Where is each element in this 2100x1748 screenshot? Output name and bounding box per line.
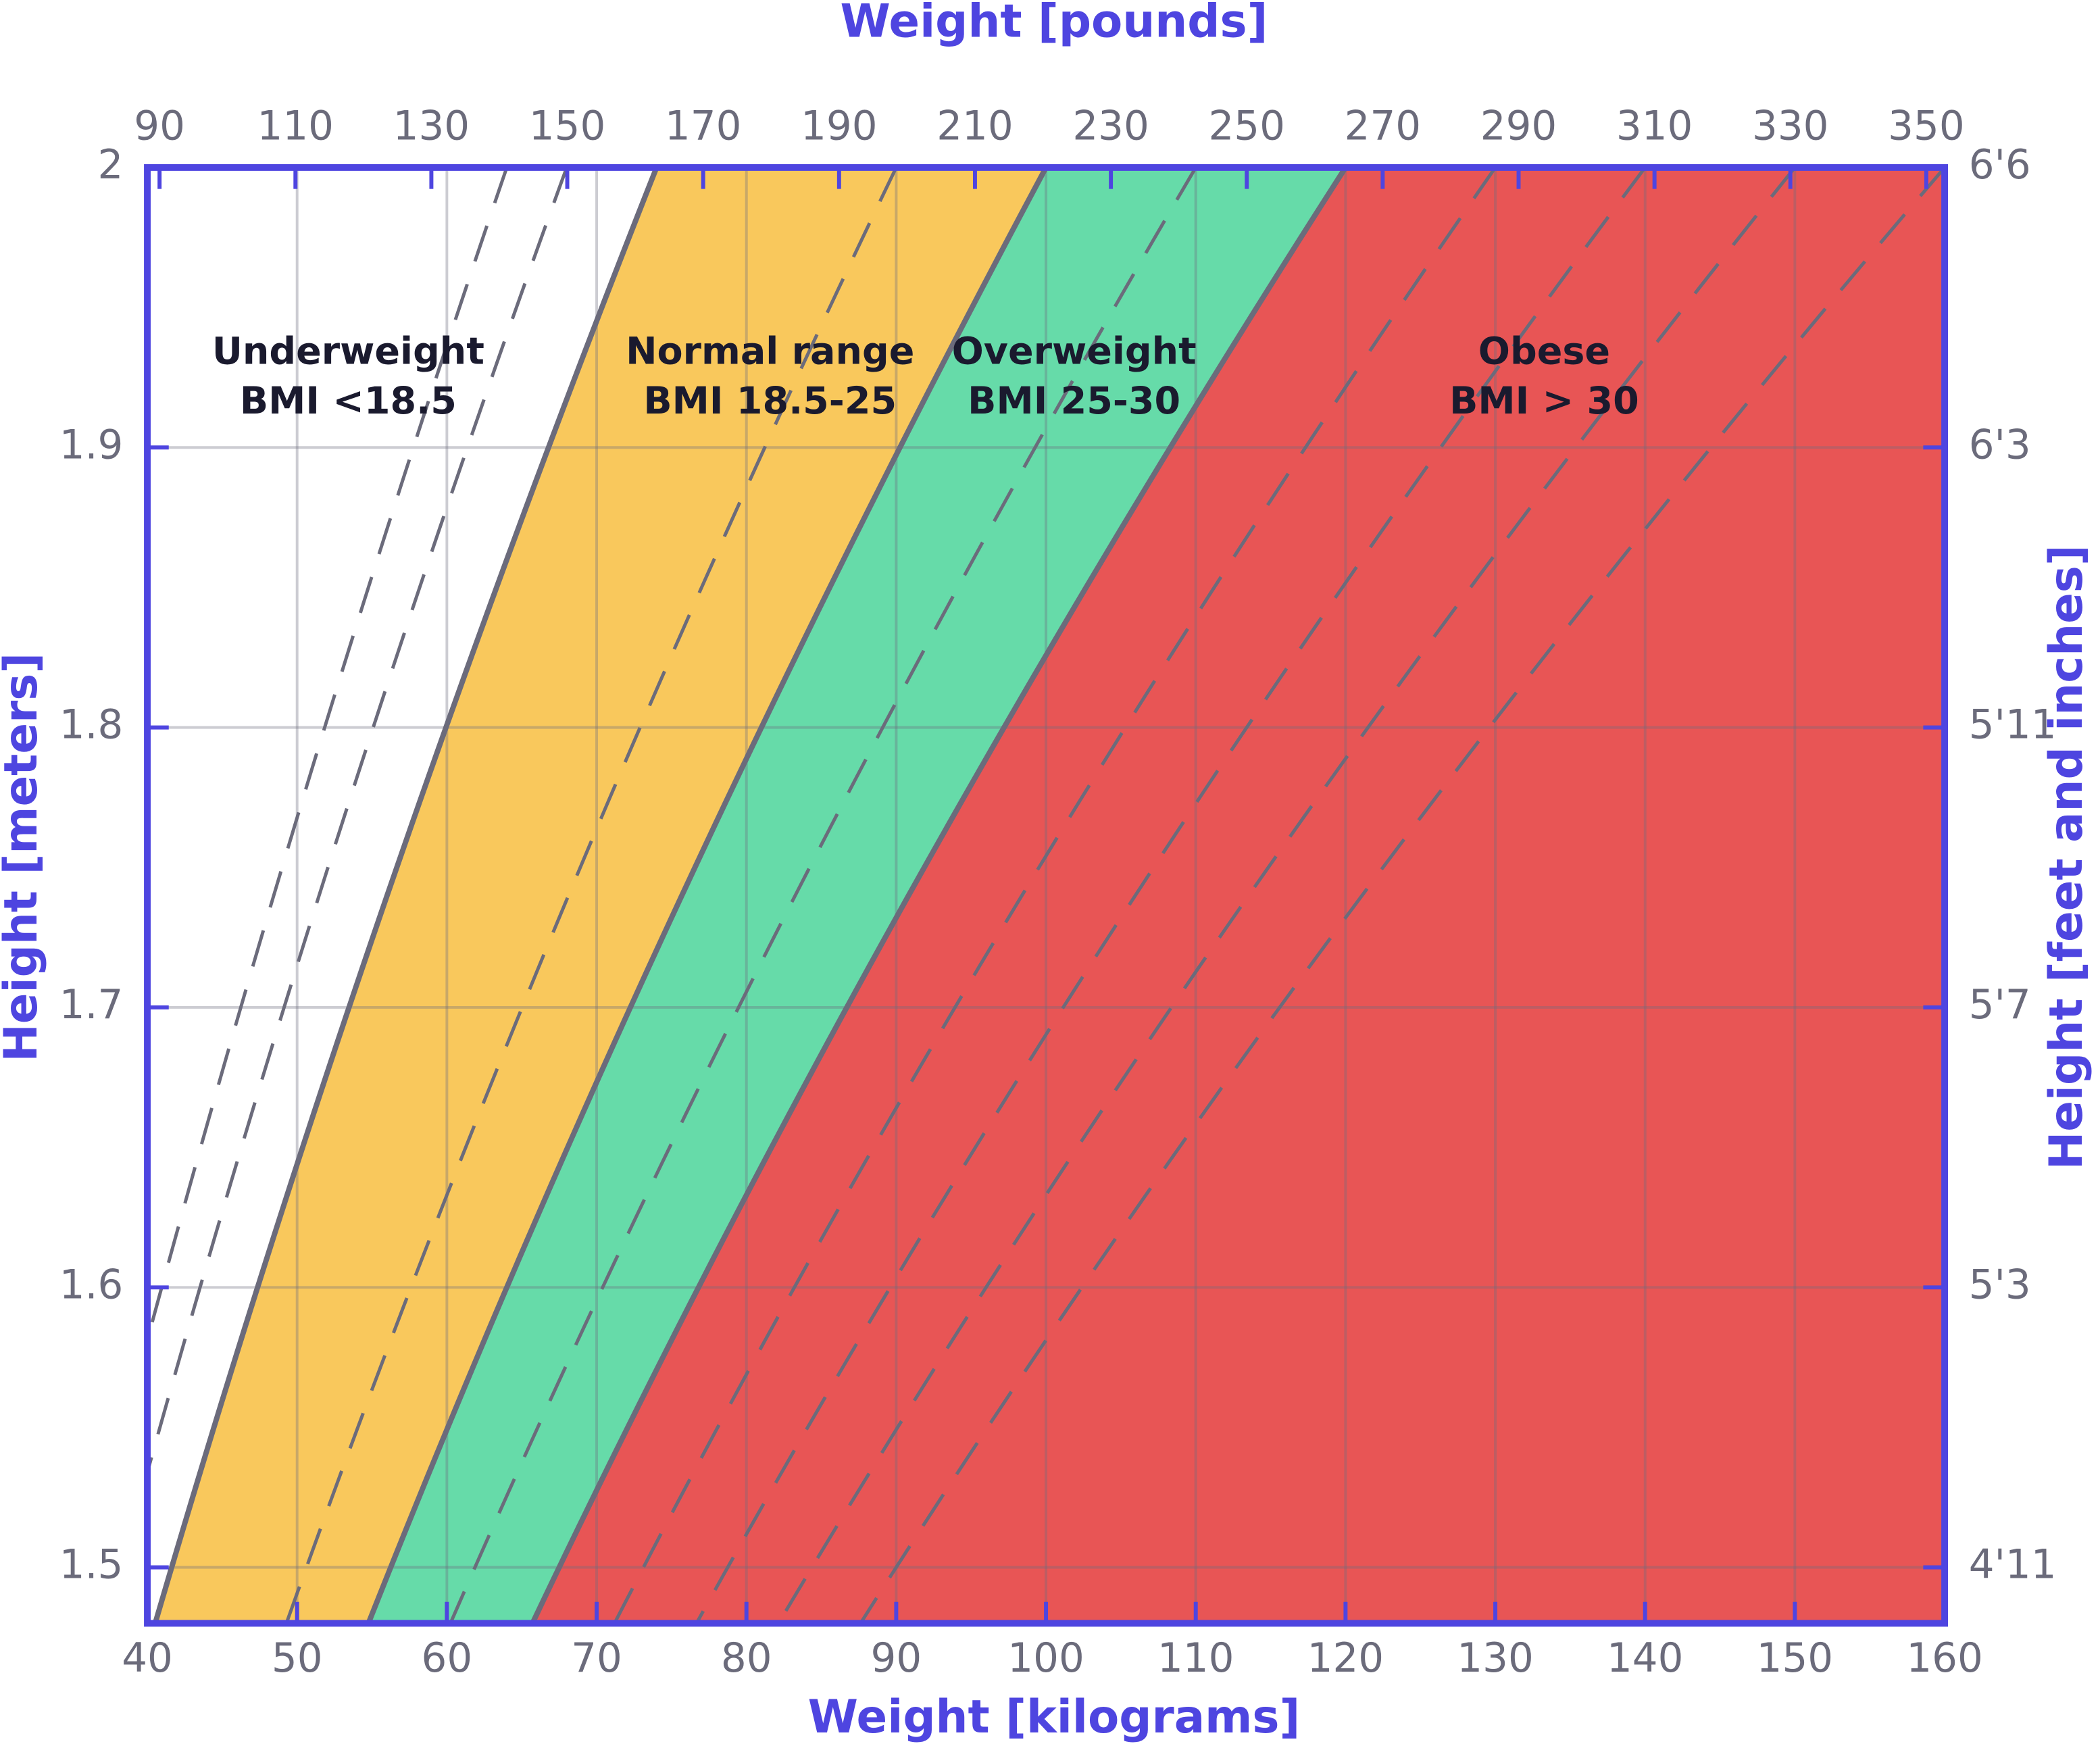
y2-tick-label: 5'3 [1969, 1262, 2031, 1308]
y2-tick-label: 5'7 [1969, 982, 2031, 1028]
region-label: BMI <18.5 [240, 379, 457, 423]
bmi-region [532, 167, 1945, 1624]
x2-tick-label: 190 [801, 103, 877, 150]
x-tick-label: 60 [422, 1635, 473, 1682]
reference-bmi-line [147, 167, 569, 1479]
y-tick-label: 1.6 [59, 1262, 124, 1308]
x2-tick-label: 150 [529, 103, 605, 150]
x-tick-label: 130 [1457, 1635, 1533, 1682]
region-label: BMI 25-30 [968, 379, 1180, 423]
y2-tick-label: 5'11 [1969, 702, 2057, 749]
x2-tick-label: 330 [1752, 103, 1828, 150]
bmi-threshold-line [530, 167, 1348, 1624]
x-tick-label: 120 [1307, 1635, 1384, 1682]
x-tick-label: 110 [1157, 1635, 1234, 1682]
y2-tick-label: 4'11 [1969, 1542, 2057, 1589]
x2-tick-label: 110 [257, 103, 334, 150]
x-tick-label: 150 [1757, 1635, 1833, 1682]
x2-tick-label: 230 [1072, 103, 1149, 150]
x-axis-title: Weight [kilograms] [808, 1690, 1301, 1743]
y-tick-label: 1.7 [59, 982, 124, 1028]
region-name: Normal range [626, 330, 914, 374]
bmi-threshold-line [366, 167, 1049, 1624]
reference-bmi-line [859, 167, 1945, 1624]
x-tick-label: 90 [871, 1635, 922, 1682]
reference-bmi-line [449, 167, 1197, 1624]
x-tick-label: 100 [1007, 1635, 1084, 1682]
x2-tick-label: 290 [1480, 103, 1557, 150]
y2-tick-label: 6'6 [1969, 142, 2031, 189]
x2-tick-label: 170 [665, 103, 741, 150]
region-label: BMI 18.5-25 [643, 379, 897, 423]
x-tick-label: 80 [721, 1635, 772, 1682]
y-tick-label: 1.5 [59, 1542, 124, 1589]
reference-bmi-line [147, 167, 509, 1347]
x-tick-label: 70 [571, 1635, 622, 1682]
y2-axis-title: Height [feet and inches] [2039, 545, 2093, 1170]
x-tick-label: 140 [1607, 1635, 1683, 1682]
reference-bmi-line [777, 167, 1797, 1624]
x2-axis-title: Weight [pounds] [840, 0, 1268, 47]
x-tick-label: 40 [122, 1635, 173, 1682]
y-tick-label: 2 [98, 142, 124, 189]
reference-bmi-line [613, 167, 1497, 1624]
y-tick-label: 1.9 [59, 422, 124, 468]
region-name: Overweight [952, 330, 1197, 374]
x2-tick-label: 90 [134, 103, 185, 150]
x2-tick-label: 270 [1345, 103, 1421, 150]
x-tick-label: 50 [272, 1635, 323, 1682]
x-tick-label: 160 [1906, 1635, 1982, 1682]
reference-bmi-line [284, 167, 898, 1624]
x2-tick-label: 130 [393, 103, 470, 150]
reference-bmi-line [695, 167, 1647, 1624]
y-tick-label: 1.8 [59, 702, 124, 749]
x2-tick-label: 210 [936, 103, 1013, 150]
plot-area [147, 167, 1945, 1624]
bmi-region [147, 167, 657, 1624]
x2-tick-label: 310 [1616, 103, 1693, 150]
y-axis-title: Height [meters] [0, 653, 47, 1062]
region-name: Obese [1478, 330, 1610, 374]
x2-tick-label: 350 [1888, 103, 1964, 150]
region-label: BMI > 30 [1449, 379, 1639, 423]
bmi-region [155, 167, 1047, 1624]
x2-tick-label: 250 [1208, 103, 1284, 150]
region-name: Underweight [212, 330, 484, 374]
bmi-region [368, 167, 1346, 1624]
y2-tick-label: 6'3 [1969, 422, 2031, 468]
bmi-threshold-line [152, 167, 659, 1624]
